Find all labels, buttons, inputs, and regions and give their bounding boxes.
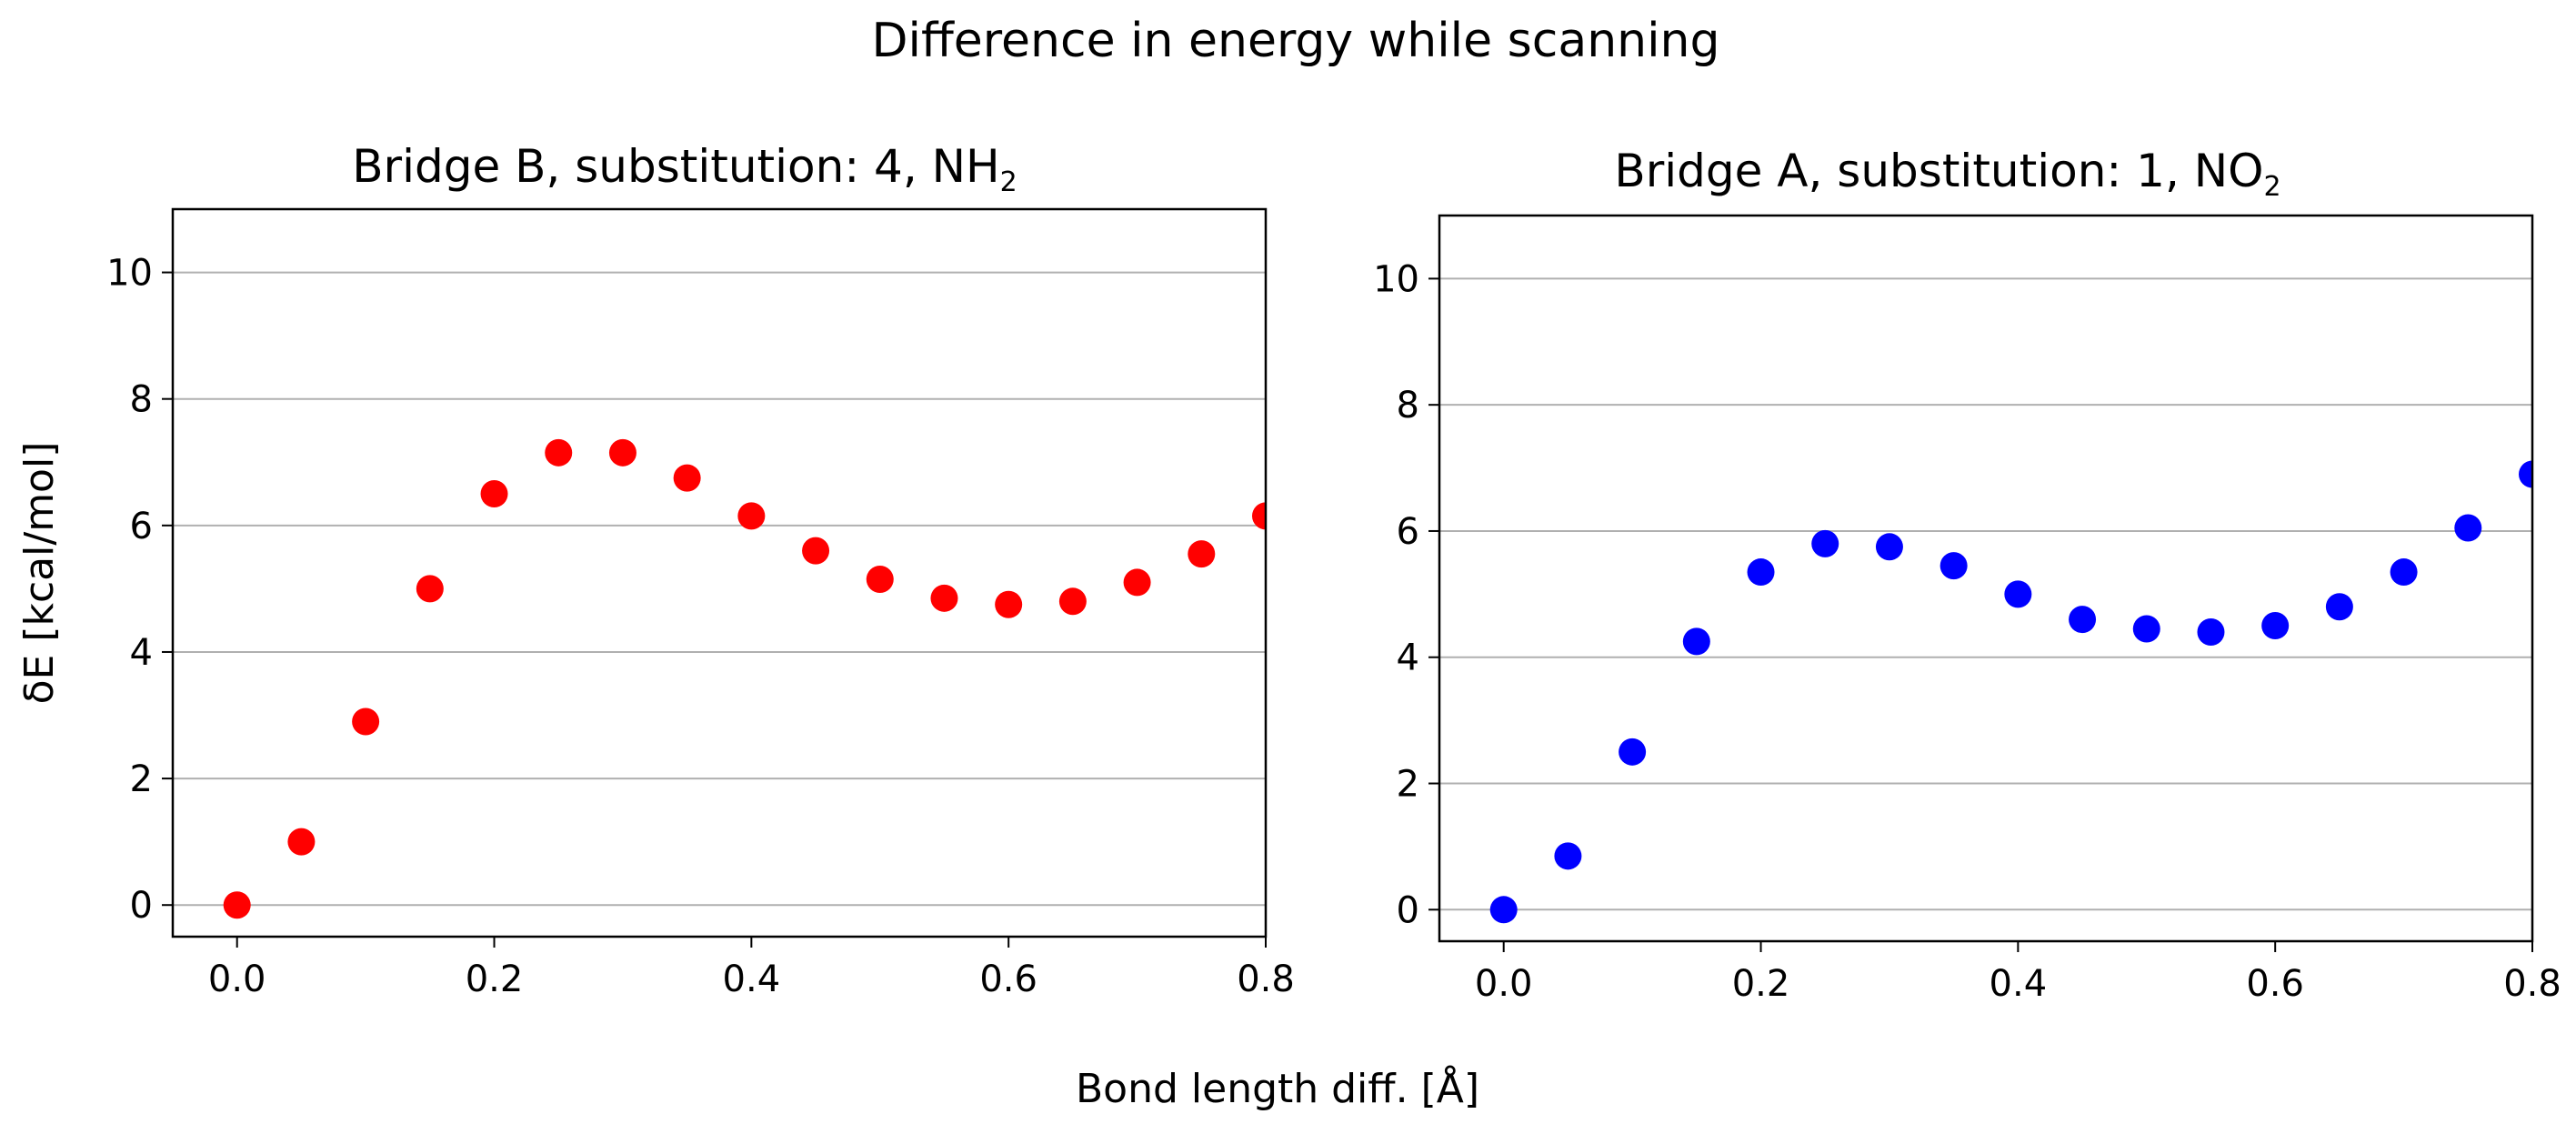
subplot-right-title: Bridge A, substitution: 1, NO2 [1614,145,2280,203]
data-point [1123,568,1151,597]
data-point [2454,514,2482,542]
data-point [1875,533,1903,561]
data-point [480,480,508,508]
data-point [2261,612,2290,640]
x-tick-label: 0.8 [2503,963,2561,1005]
y-tick-label: 10 [1373,258,1419,300]
axes-frame-right [1438,214,2534,943]
x-tick-label: 0.2 [466,958,524,1000]
data-point [2197,617,2225,646]
data-point [608,438,636,467]
data-point [545,438,573,467]
data-point [995,590,1023,618]
subplot-left-title: Bridge B, substitution: 4, NH2 [352,140,1017,198]
data-point [2132,615,2160,643]
axes-frame-left [171,207,1268,938]
data-point [2004,580,2032,608]
data-point [416,575,444,603]
subplot-left: Bridge B, substitution: 4, NH2 0 2 4 6 8 10 0.… [106,140,1295,1000]
data-point [352,708,380,736]
figure-ylabel: δE [kcal/mol] [16,442,63,705]
data-point [1489,896,1518,924]
x-tick-label: 0.2 [1732,963,1790,1005]
data-point [1188,540,1216,568]
data-point [2069,606,2097,634]
figure-xlabel: Bond length diff. [Å] [1076,1064,1479,1112]
data-point [866,565,894,593]
y-tick-label: 6 [1397,511,1419,553]
y-tick-label: 2 [130,758,153,800]
x-tick-label: 0.4 [1990,963,2048,1005]
data-point [2390,558,2418,587]
y-tick-label: 8 [1397,385,1419,427]
data-point [223,891,251,919]
x-tick-label: 0.8 [1237,958,1295,1000]
y-tick-label: 0 [130,885,153,927]
data-point [1747,558,1775,587]
data-point [802,537,830,565]
data-point [673,464,701,492]
x-tick-label: 0.6 [2246,963,2304,1005]
data-point [1058,587,1087,616]
y-tick-label: 2 [1397,764,1419,806]
y-tick-label: 4 [1397,637,1419,679]
y-tick-label: 6 [130,506,153,547]
data-point [2325,593,2353,621]
data-points-right [1489,460,2532,924]
x-tick-label: 0.6 [979,958,1037,1000]
data-point [737,502,766,530]
data-point [2519,460,2532,488]
data-point [1554,842,1582,870]
x-tick-label: 0.0 [1475,963,1533,1005]
y-tick-label: 8 [130,379,153,421]
y-tick-label: 4 [130,632,153,674]
data-point [1619,738,1647,766]
data-point [1940,552,1968,580]
x-tick-label: 0.0 [208,958,266,1000]
data-point [930,584,958,612]
data-point [1682,627,1710,656]
data-point [1811,529,1839,557]
data-point [287,828,316,856]
y-tick-label: 10 [106,253,153,295]
y-tick-label: 0 [1397,889,1419,931]
subplot-right: Bridge A, substitution: 1, NO2 0 2 4 6 8 10 0.… [1373,145,2561,1005]
x-tick-label: 0.4 [723,958,781,1000]
figure-suptitle: Difference in energy while scanning [871,14,1719,68]
data-point [1252,502,1266,530]
data-points-left [223,438,1266,919]
